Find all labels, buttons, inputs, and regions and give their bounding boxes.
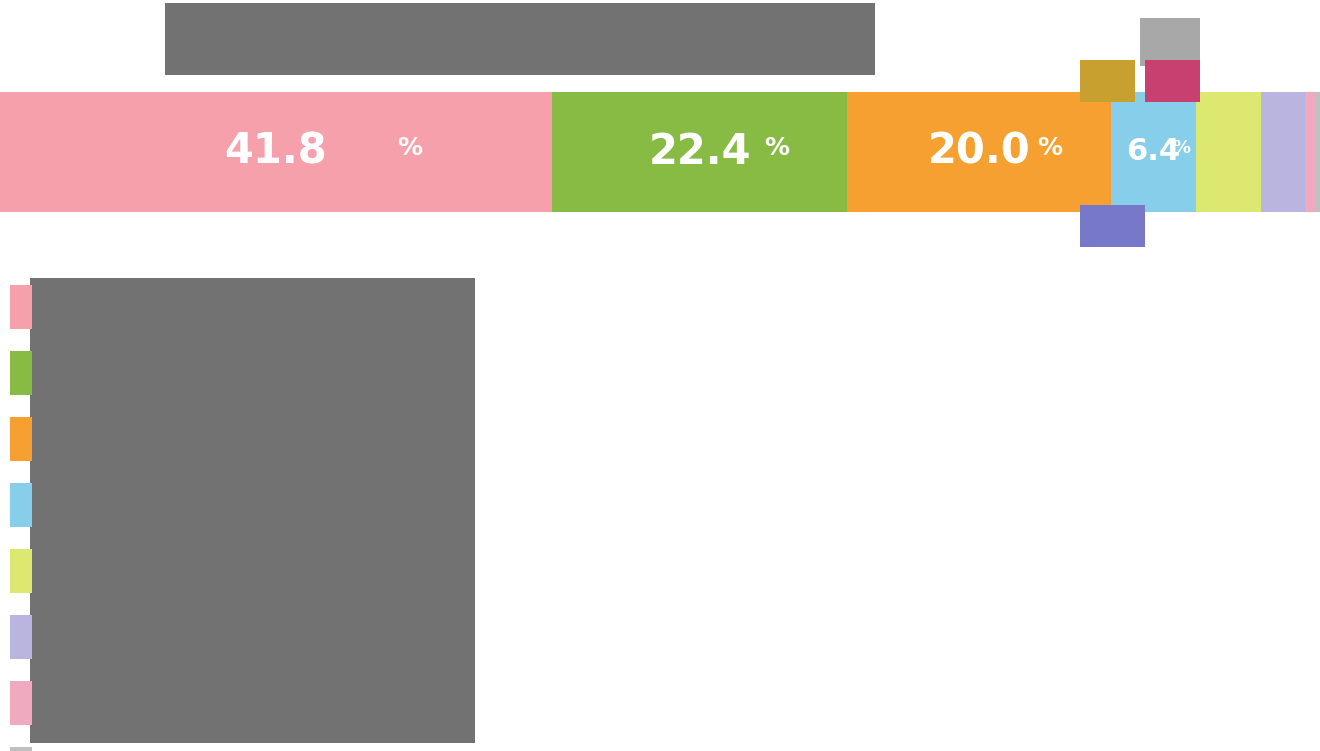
FancyBboxPatch shape: [11, 285, 32, 329]
FancyBboxPatch shape: [165, 3, 875, 75]
FancyBboxPatch shape: [1261, 92, 1305, 212]
FancyBboxPatch shape: [1144, 60, 1200, 102]
Text: 41.8: 41.8: [224, 131, 327, 173]
FancyBboxPatch shape: [1111, 92, 1196, 212]
Text: %: %: [1038, 136, 1063, 160]
FancyBboxPatch shape: [1305, 92, 1315, 212]
FancyBboxPatch shape: [11, 681, 32, 725]
FancyBboxPatch shape: [11, 483, 32, 527]
Text: %: %: [764, 136, 789, 160]
FancyBboxPatch shape: [11, 351, 32, 395]
FancyBboxPatch shape: [847, 92, 1111, 212]
FancyBboxPatch shape: [11, 549, 32, 593]
Text: %: %: [1172, 139, 1191, 157]
FancyBboxPatch shape: [11, 417, 32, 461]
Text: 20.0: 20.0: [928, 131, 1031, 173]
Text: 6.4: 6.4: [1126, 137, 1181, 167]
FancyBboxPatch shape: [11, 747, 32, 751]
FancyBboxPatch shape: [1080, 60, 1135, 102]
FancyBboxPatch shape: [1140, 18, 1200, 66]
FancyBboxPatch shape: [1196, 92, 1261, 212]
Text: 22.4: 22.4: [648, 131, 751, 173]
FancyBboxPatch shape: [1315, 92, 1320, 212]
FancyBboxPatch shape: [1080, 205, 1144, 247]
FancyBboxPatch shape: [30, 278, 475, 743]
FancyBboxPatch shape: [552, 92, 847, 212]
Text: %: %: [397, 136, 422, 160]
FancyBboxPatch shape: [11, 615, 32, 659]
FancyBboxPatch shape: [0, 92, 552, 212]
